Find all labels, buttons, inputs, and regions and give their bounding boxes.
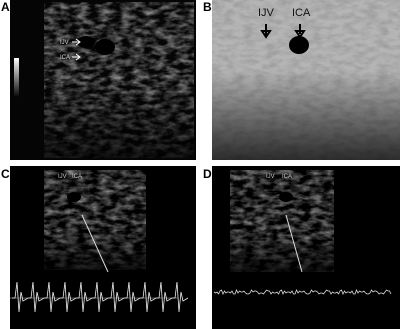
panel-a: A IJV ICA	[1, 0, 196, 160]
annotation: ICA	[282, 174, 292, 180]
cursor-line	[81, 214, 109, 273]
annotation: ICA	[72, 174, 82, 180]
vessel	[77, 36, 95, 48]
grayscale-bar	[14, 58, 19, 98]
shadow	[44, 80, 194, 158]
annotation: ICA	[292, 7, 311, 19]
panel-letter: A	[1, 0, 10, 14]
annotation: IJV	[60, 40, 69, 46]
cursor-line	[285, 214, 303, 273]
vessel	[279, 192, 293, 202]
doppler-waveform	[12, 281, 189, 313]
panel-letter: D	[203, 167, 212, 181]
annotation: IJV	[266, 174, 275, 180]
shadow	[230, 232, 334, 272]
shadow	[44, 230, 146, 270]
arrow	[260, 24, 306, 39]
doppler-waveform	[213, 289, 392, 295]
vessel	[95, 39, 115, 55]
panel-letter: C	[1, 167, 10, 181]
shadow	[212, 70, 400, 160]
annotation: IJV	[258, 7, 275, 19]
arrow	[72, 38, 81, 61]
panel-b: B IJV ICA	[203, 0, 400, 160]
panel-d: D IJV ICA	[203, 166, 400, 329]
vessel	[289, 36, 309, 54]
panel-c: C IJV ICA	[1, 166, 196, 329]
annotation: ICA	[60, 55, 70, 61]
vessel	[67, 192, 81, 202]
panel-letter: B	[203, 0, 212, 14]
annotation: IJV	[58, 174, 67, 180]
